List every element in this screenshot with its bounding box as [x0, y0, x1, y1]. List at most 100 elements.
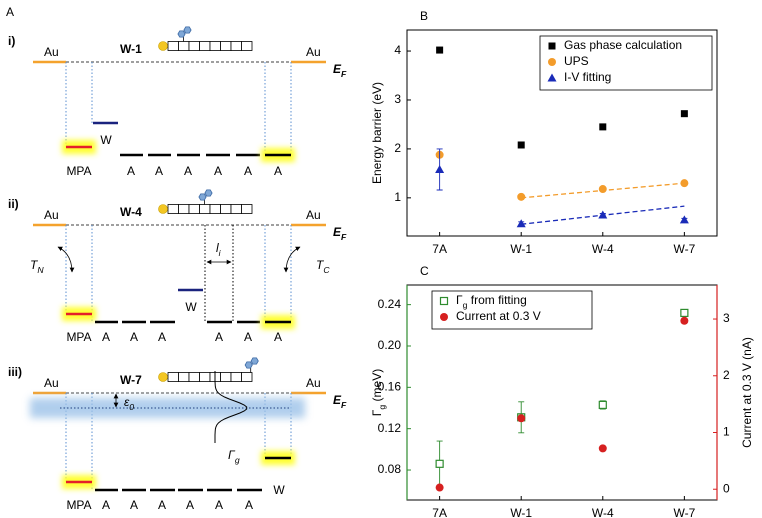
point [516, 219, 526, 228]
monomer [220, 372, 232, 382]
tunneling-label-part: C [323, 265, 330, 275]
x-tick-label: W-4 [592, 242, 614, 256]
x-tick-label: 7A [432, 242, 447, 256]
x-tick-label: W-1 [510, 242, 532, 256]
molecule-label: W-4 [120, 205, 142, 219]
anchor [158, 41, 168, 51]
x-tick-label: 7A [432, 506, 447, 518]
level-label: A [130, 498, 138, 512]
level-label: A [158, 498, 166, 512]
monomer [230, 372, 242, 382]
y-tick-label: 1 [394, 190, 401, 204]
monomer [241, 41, 253, 51]
monomer [241, 372, 253, 382]
legend-label: Current at 0.3 V [456, 309, 541, 323]
hexagon [204, 189, 213, 197]
tunneling-label-part: N [37, 265, 44, 275]
point [599, 123, 607, 131]
point [435, 459, 444, 468]
level-label: A [215, 498, 223, 512]
fermi-label: EF [333, 393, 347, 410]
legend-label-part: from fitting [467, 293, 526, 307]
y-tick-label: 0.12 [378, 421, 402, 435]
w-label: W [185, 300, 197, 314]
legend-marker [440, 313, 448, 321]
panel-label: C [420, 264, 429, 278]
length-label: li [216, 241, 222, 258]
hexagon [198, 193, 207, 201]
monomer [241, 204, 253, 214]
gamma-label: Γg [228, 448, 240, 465]
point [436, 46, 444, 54]
level-label: A [102, 498, 110, 512]
length-label-part: l [216, 241, 219, 255]
fermi-label-part: E [333, 225, 342, 239]
point [680, 308, 689, 318]
level-label: A [130, 330, 138, 344]
level-label: A [274, 330, 282, 344]
point [435, 164, 445, 173]
monomer [199, 372, 211, 382]
x-tick-label: W-7 [673, 506, 695, 518]
tunneling-label: TN [30, 258, 44, 275]
hexagon [183, 26, 192, 34]
level-label: A [245, 498, 253, 512]
y2-axis-label: Current at 0.3 V (nA) [740, 337, 754, 448]
y-tick-label: 3 [394, 92, 401, 106]
y2-tick-label: 3 [723, 311, 730, 325]
electrode-label: Au [44, 376, 59, 390]
fermi-label-part: E [333, 62, 342, 76]
panel-label: A [6, 5, 14, 19]
point [679, 215, 689, 224]
level-label: MPA [66, 164, 91, 178]
tunneling-label: TC [316, 258, 330, 275]
fermi-label: EF [333, 62, 347, 79]
y-axis-label-part: Γ [370, 409, 384, 416]
electrode-label: Au [44, 208, 59, 222]
hexagon [250, 357, 259, 365]
sub-panel-label: iii) [8, 365, 22, 379]
level-label: A [127, 164, 135, 178]
monomer [178, 372, 190, 382]
length-label-part: i [219, 248, 222, 258]
fermi-label: EF [333, 225, 347, 242]
point [680, 179, 689, 188]
y-tick-label: 0.08 [378, 462, 402, 476]
sub-panel-label: i) [8, 34, 15, 48]
monomer [209, 204, 221, 214]
x-tick-label: W-7 [673, 242, 695, 256]
legend-box [431, 290, 593, 330]
level-label: A [158, 330, 166, 344]
level-label: MPA [66, 498, 91, 512]
y2-tick-label: 1 [723, 425, 730, 439]
epsilon-label: ε0 [124, 395, 134, 412]
level-label: MPA [66, 330, 91, 344]
point [598, 444, 607, 453]
monomer [209, 41, 221, 51]
legend-marker [548, 58, 556, 66]
y-tick-label: 0.24 [378, 297, 402, 311]
fermi-label-part: F [341, 400, 347, 410]
gamma-label-part: Γ [228, 448, 236, 462]
monomer [167, 204, 179, 214]
monomer [230, 41, 242, 51]
electrode-label: Au [306, 376, 321, 390]
gaussian [214, 371, 248, 443]
y-tick-label: 4 [394, 43, 401, 57]
fermi-label-part: F [341, 232, 347, 242]
y-tick-label: 0.20 [378, 338, 402, 352]
y-axis-label-part: (meV) [370, 369, 384, 405]
legend-marker [548, 42, 556, 50]
level-label: A [244, 164, 252, 178]
y-axis-label-part: g [377, 405, 387, 410]
x-tick-label: W-4 [592, 506, 614, 518]
electrode-label: Au [306, 45, 321, 59]
legend-label: I-V fitting [564, 70, 611, 84]
legend-label: Gas phase calculation [564, 38, 682, 52]
level-label: A [155, 164, 163, 178]
tunnel-arrow [283, 246, 301, 273]
point [680, 316, 689, 325]
monomer [188, 372, 200, 382]
panel-label: B [420, 9, 428, 23]
